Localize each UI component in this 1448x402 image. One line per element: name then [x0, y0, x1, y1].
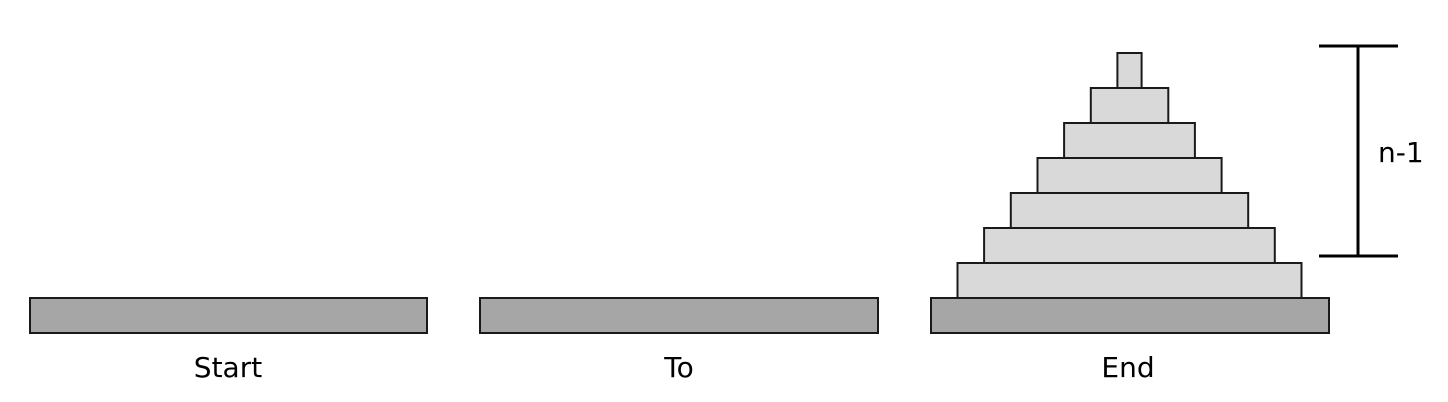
start-peg-base: [29, 297, 428, 334]
disk-4: [1036, 157, 1223, 194]
end-peg-label: End: [1101, 351, 1154, 384]
disk-5: [1063, 122, 1196, 159]
disk-6: [1089, 87, 1170, 124]
disk-2: [983, 227, 1276, 264]
bracket-label: n-1: [1378, 136, 1424, 169]
disk-7: [1116, 52, 1143, 89]
height-bracket: [1319, 44, 1398, 258]
to-peg-base: [479, 297, 879, 334]
disk-1: [956, 262, 1303, 299]
start-peg-label: Start: [194, 351, 262, 384]
to-peg-label: To: [663, 351, 693, 384]
end-peg-disk-stack: [956, 52, 1303, 299]
disk-3: [1009, 192, 1250, 229]
end-peg-base: [930, 297, 1330, 334]
